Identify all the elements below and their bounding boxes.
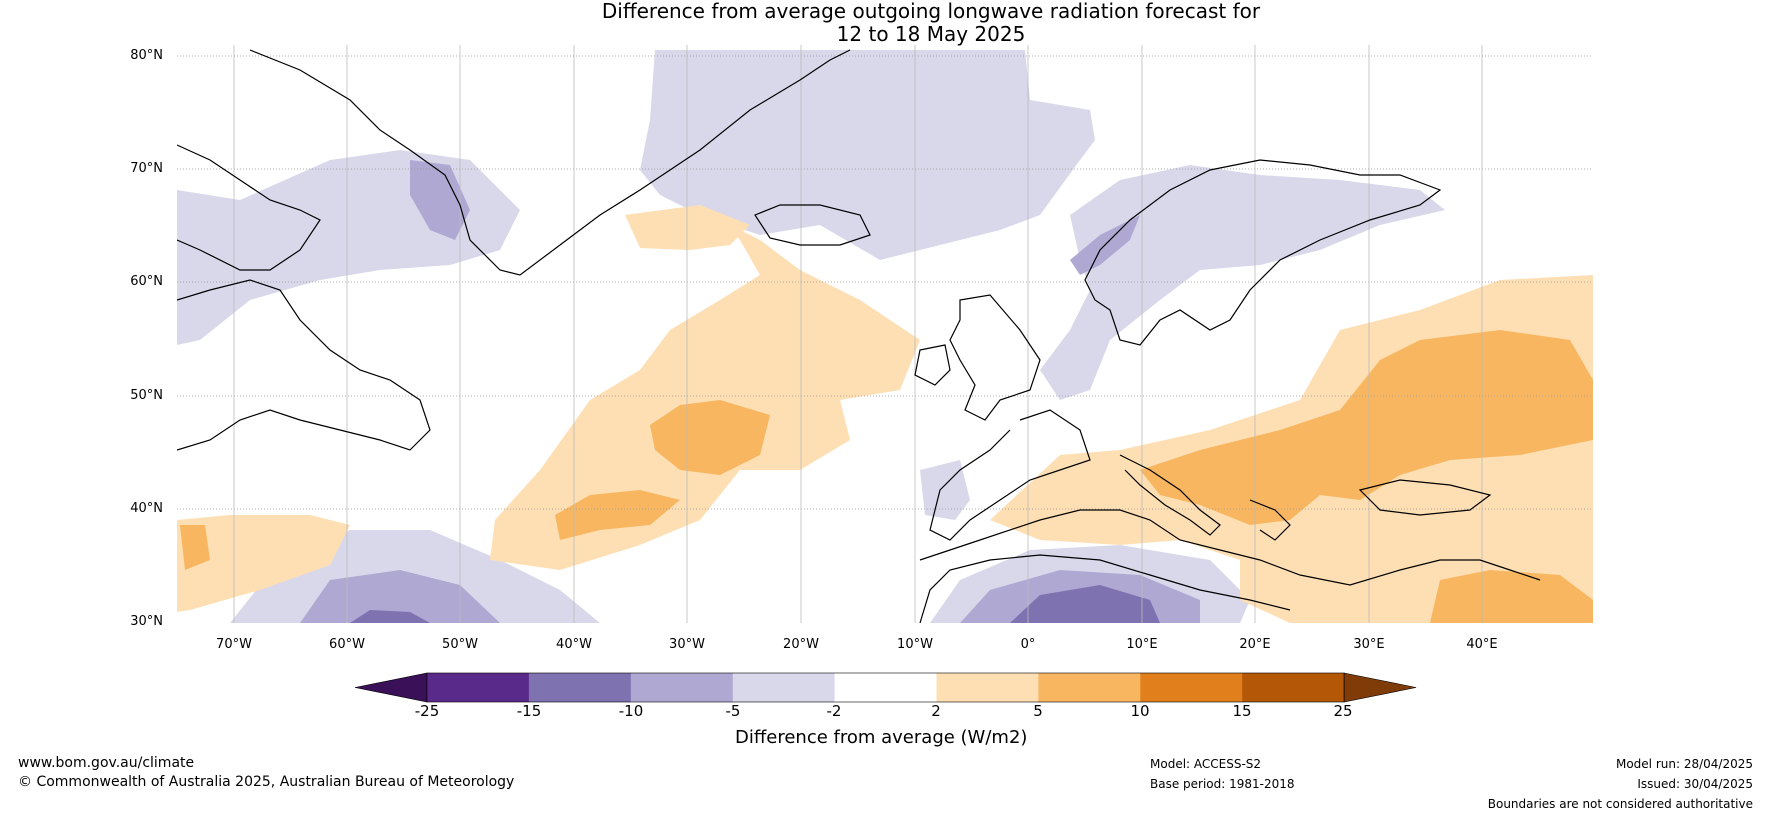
colorbar-segment: [630, 673, 734, 702]
lon-label-20e: 20°E: [1239, 637, 1271, 652]
colorbar: [354, 672, 1417, 703]
coast-mediterranean: [919, 509, 1541, 586]
footer-model-run: Model run: 28/04/2025: [1615, 757, 1753, 771]
lon-label-60w: 60°W: [329, 637, 365, 652]
colorbar-segment: [1242, 673, 1345, 702]
lat-label-60n: 60°N: [130, 274, 163, 289]
lat-label-30n: 30°N: [130, 614, 163, 629]
anomaly-region-greenland-strong: [410, 160, 470, 240]
colorbar-tick: 25: [1333, 702, 1353, 720]
map-title: Difference from average outgoing longwav…: [0, 0, 1770, 46]
anomaly-region-greenland-sea: [640, 50, 1095, 260]
coast-iceland: [754, 204, 871, 246]
coast-italy: [1119, 454, 1221, 536]
anomaly-region-iceland-south: [625, 205, 750, 250]
anomaly-region-iberia: [920, 460, 970, 520]
lon-label-10e: 10°E: [1126, 637, 1158, 652]
coast-ireland: [914, 344, 951, 386]
colorbar-tick: 5: [1033, 702, 1043, 720]
footer-issued: Issued: 30/04/2025: [1637, 777, 1753, 791]
anomaly-region-east-europe-warm: [1140, 330, 1593, 525]
colorbar-segment: [732, 673, 836, 702]
lon-label-20w: 20°W: [783, 637, 819, 652]
anomaly-region-mid-atlantic-warm2: [555, 490, 680, 540]
coastlines: [177, 49, 1541, 623]
colorbar-tick: -15: [516, 702, 542, 720]
graticule: [177, 45, 1593, 623]
footer-copyright: © Commonwealth of Australia 2025, Austra…: [18, 774, 515, 790]
anomaly-region-atlantic-south-strong: [300, 570, 500, 623]
anomaly-region-scandinavia: [1040, 165, 1445, 400]
colorbar-segment: [936, 673, 1039, 702]
footer-model: Model: ACCESS-S2: [1150, 757, 1262, 771]
colorbar-segment: [1038, 673, 1141, 702]
lon-label-30w: 30°W: [669, 637, 705, 652]
lon-label-10w: 10°W: [897, 637, 933, 652]
title-line2: 12 to 18 May 2025: [836, 22, 1026, 46]
anomaly-region-egypt-warm: [1430, 570, 1593, 623]
coast-europe-west: [929, 409, 1091, 541]
coast-north-africa: [919, 554, 1291, 623]
colorbar-segment: [528, 673, 632, 702]
anomaly-region-mid-atlantic: [490, 220, 920, 570]
coast-black-sea: [1358, 479, 1492, 516]
coast-scandinavia: [1084, 159, 1442, 346]
colorbar-arrow-high: [1343, 672, 1417, 703]
colorbar-tick: -25: [414, 702, 440, 720]
lat-label-70n: 70°N: [130, 161, 163, 176]
colorbar-tick: -2: [826, 702, 842, 720]
lon-label-30e: 30°E: [1353, 637, 1385, 652]
anomaly-region-sahara-core: [1010, 585, 1160, 623]
coast-british-isles: [949, 294, 1041, 421]
colorbar-tick: -10: [618, 702, 644, 720]
coast-labrador: [177, 279, 431, 451]
footer-base-period: Base period: 1981-2018: [1150, 777, 1295, 791]
title-line1: Difference from average outgoing longwav…: [601, 0, 1261, 23]
lat-label-40n: 40°N: [130, 501, 163, 516]
coast-greenland: [249, 49, 851, 276]
colorbar-border: [426, 672, 1345, 703]
anomaly-region-west-atlantic: [177, 515, 350, 612]
anomaly-region-mid-atlantic-warm: [650, 400, 770, 475]
colorbar-tick: 10: [1130, 702, 1150, 720]
lon-label-0: 0°: [1020, 637, 1036, 652]
lon-label-50w: 50°W: [442, 637, 478, 652]
lon-label-40w: 40°W: [556, 637, 592, 652]
colorbar-label: Difference from average (W/m2): [735, 727, 1028, 748]
colorbar-tick: 2: [931, 702, 941, 720]
coast-greece: [1249, 499, 1291, 541]
colorbar-segment: [834, 673, 937, 702]
lat-label-50n: 50°N: [130, 388, 163, 403]
anomaly-region-atlantic-south-core: [350, 610, 430, 623]
colorbar-segment: [1140, 673, 1243, 702]
coast-baffin: [177, 144, 321, 271]
colorbar-segment: [427, 673, 530, 702]
lon-label-70w: 70°W: [216, 637, 252, 652]
footer-disclaimer: Boundaries are not considered authoritat…: [1487, 797, 1753, 811]
colorbar-tick: 15: [1232, 702, 1252, 720]
anomaly-shading: [177, 50, 1593, 623]
anomaly-region-labrador: [177, 150, 520, 345]
colorbar-arrow-low: [354, 672, 428, 703]
lat-label-80n: 80°N: [130, 48, 163, 63]
anomaly-region-west-atlantic-warm: [180, 525, 210, 570]
lon-label-40e: 40°E: [1466, 637, 1498, 652]
colorbar-tick: -5: [725, 702, 741, 720]
footer-website: www.bom.gov.au/climate: [18, 755, 195, 771]
